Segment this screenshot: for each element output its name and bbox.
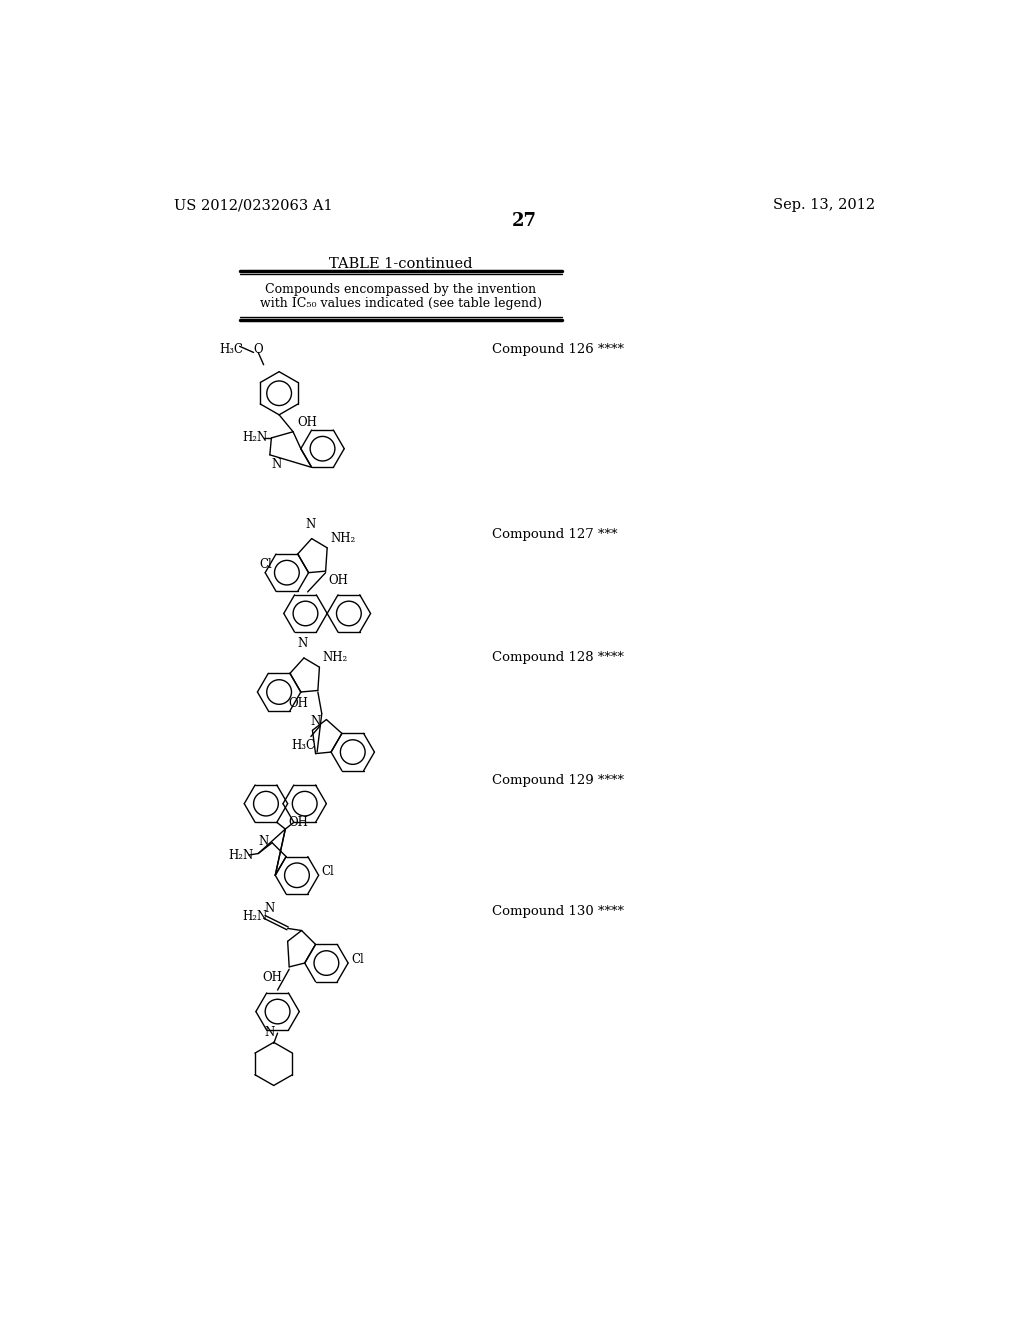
Text: Cl: Cl — [322, 865, 335, 878]
Text: N: N — [264, 1026, 275, 1039]
Text: NH₂: NH₂ — [323, 652, 348, 664]
Text: Compound 130 ****: Compound 130 **** — [493, 906, 625, 919]
Text: Compound 127 ***: Compound 127 *** — [493, 528, 617, 541]
Text: H₃C: H₃C — [219, 343, 244, 356]
Text: N: N — [297, 638, 307, 651]
Text: Compound 128 ****: Compound 128 **** — [493, 651, 624, 664]
Text: H₂N: H₂N — [242, 432, 267, 445]
Text: N: N — [259, 834, 269, 847]
Text: OH: OH — [262, 970, 282, 983]
Text: N: N — [305, 517, 315, 531]
Text: H₃C: H₃C — [292, 739, 315, 752]
Text: H₂N: H₂N — [228, 849, 254, 862]
Text: NH₂: NH₂ — [331, 532, 355, 545]
Text: Compound 129 ****: Compound 129 **** — [493, 775, 625, 788]
Text: Compounds encompassed by the invention: Compounds encompassed by the invention — [265, 284, 537, 296]
Text: OH: OH — [329, 574, 348, 587]
Text: OH: OH — [289, 697, 308, 710]
Text: Cl: Cl — [259, 558, 271, 570]
Text: Cl: Cl — [351, 953, 364, 966]
Text: 27: 27 — [512, 213, 538, 230]
Text: OH: OH — [289, 816, 308, 829]
Text: TABLE 1-continued: TABLE 1-continued — [329, 257, 472, 271]
Text: N: N — [271, 458, 282, 471]
Text: OH: OH — [297, 416, 316, 429]
Text: N: N — [264, 903, 274, 915]
Text: N: N — [310, 714, 321, 727]
Text: Compound 126 ****: Compound 126 **** — [493, 343, 625, 356]
Text: US 2012/0232063 A1: US 2012/0232063 A1 — [174, 198, 333, 213]
Text: Sep. 13, 2012: Sep. 13, 2012 — [773, 198, 876, 213]
Text: O: O — [254, 343, 263, 356]
Text: with IC₅₀ values indicated (see table legend): with IC₅₀ values indicated (see table le… — [260, 297, 542, 310]
Text: H₂N: H₂N — [243, 911, 268, 924]
